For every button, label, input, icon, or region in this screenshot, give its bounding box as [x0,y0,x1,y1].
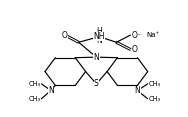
Text: CH₃: CH₃ [29,81,41,87]
Text: O: O [131,45,137,54]
Text: N: N [96,36,102,45]
Text: S: S [94,79,99,88]
Text: N: N [135,86,140,95]
Text: O: O [62,31,68,40]
Text: CH₃: CH₃ [29,96,41,102]
Text: O⁻: O⁻ [131,31,141,40]
Text: CH₃: CH₃ [149,81,161,87]
Text: CH₃: CH₃ [149,96,161,102]
Text: Na⁺: Na⁺ [146,32,159,38]
Text: N: N [93,53,99,62]
Text: N: N [48,86,54,95]
Text: H: H [96,27,102,36]
Text: NH: NH [93,32,105,41]
